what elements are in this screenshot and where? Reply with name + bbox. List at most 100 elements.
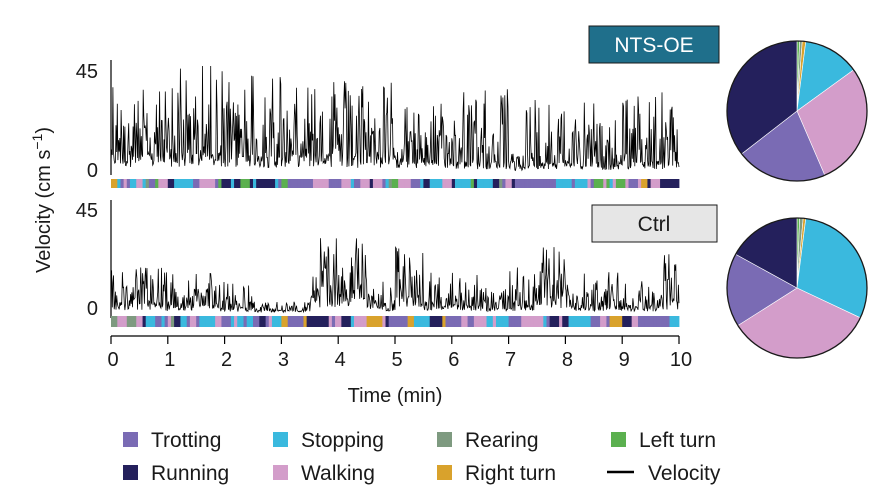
top-ethogram-segment [183, 179, 188, 188]
x-tick-label: 4 [335, 349, 346, 371]
top-ethogram-segment [142, 179, 147, 188]
top-ethogram-segment [353, 179, 358, 188]
top-ethogram-segment [483, 179, 487, 188]
bottom-ethogram-segment [656, 316, 661, 327]
bottom-ethogram-segment [142, 316, 147, 327]
bottom-ethogram-segment [461, 316, 465, 327]
top-group-label-box [588, 25, 720, 64]
top-ethogram-segment [524, 179, 528, 188]
top-pie-chart [726, 40, 868, 182]
bottom-ethogram-segment [432, 316, 437, 327]
bottom-ethogram-segment [637, 316, 642, 327]
top-ethogram-segment [275, 179, 279, 188]
bottom-ethogram-segment [660, 316, 664, 327]
bottom-ethogram-segment [527, 316, 532, 327]
bottom-ethogram-segment [256, 316, 260, 327]
top-ethogram-segment [152, 179, 156, 188]
top-ethogram-segment [559, 179, 563, 188]
x-tick-label: 9 [619, 349, 630, 371]
top-ethogram-segment [549, 179, 554, 188]
bottom-ethogram-segment [199, 316, 203, 327]
top-ethogram-segment [540, 179, 544, 188]
top-ethogram-segment [401, 179, 405, 188]
top-ethogram-segment [196, 179, 200, 188]
bottom-ethogram-segment [622, 316, 626, 327]
top-ethogram-segment [628, 179, 633, 188]
bottom-ethogram-segment [492, 316, 497, 327]
bottom-ethogram-segment [464, 316, 468, 327]
top-ethogram-segment [492, 179, 497, 188]
top-ethogram-segment [477, 179, 481, 188]
top-ethogram-segment [502, 179, 506, 188]
top-ethogram-segment [133, 179, 137, 188]
top-ethogram-segment [234, 179, 238, 188]
bottom-ethogram-segment [117, 316, 121, 327]
bottom-ethogram-segment [537, 316, 541, 327]
bottom-ethogram-segment [155, 316, 159, 327]
bottom-ethogram-segment [234, 316, 238, 327]
legend-label-left-turn: Left turn [639, 429, 716, 452]
x-tick-label: 6 [448, 349, 459, 371]
bottom-ethogram-segment [533, 316, 538, 327]
top-ethogram-segment [514, 179, 519, 188]
bottom-ethogram-segment [281, 316, 285, 327]
top-ethogram-segment [363, 179, 367, 188]
bottom-ethogram-segment [180, 316, 184, 327]
top-ethogram-segment [170, 179, 175, 188]
top-behavior-ethogram [111, 179, 680, 188]
bottom-ethogram-segment [319, 316, 323, 327]
legend-swatch-right-turn [437, 465, 452, 480]
bottom-ethogram-segment [145, 316, 150, 327]
bottom-ethogram-segment [521, 316, 525, 327]
legend-swatch-walking [273, 465, 288, 480]
top-ethogram-segment [603, 179, 607, 188]
bottom-behavior-ethogram [111, 316, 680, 327]
bottom-ethogram-segment [170, 316, 175, 327]
top-ethogram-segment [622, 179, 626, 188]
bottom-ethogram-segment [111, 316, 115, 327]
top-ethogram-segment [186, 179, 191, 188]
x-tick-label: 10 [670, 349, 692, 371]
top-ethogram-segment [395, 179, 399, 188]
bottom-ethogram-segment [593, 316, 598, 327]
bottom-ethogram-segment [265, 316, 270, 327]
top-ethogram-segment [413, 179, 418, 188]
bottom-ethogram-segment [164, 316, 169, 327]
bottom-ethogram-segment [148, 316, 153, 327]
bottom-ethogram-segment [335, 316, 339, 327]
bottom-ethogram-segment [240, 316, 244, 327]
top-ethogram-segment [360, 179, 364, 188]
bottom-ethogram-segment [382, 316, 386, 327]
top-ethogram-segment [129, 179, 134, 188]
bottom-ethogram-segment [328, 316, 333, 327]
top-ethogram-segment [344, 179, 349, 188]
top-ethogram-segment [644, 179, 648, 188]
top-ethogram-segment [357, 179, 361, 188]
top-ethogram-segment [325, 179, 330, 188]
bottom-ethogram-segment [448, 316, 453, 327]
bottom-ethogram-segment [186, 316, 191, 327]
bottom-ethogram-segment [445, 316, 450, 327]
bottom-ethogram-segment [221, 316, 225, 327]
bottom-ethogram-segment [530, 316, 535, 327]
bottom-ethogram-segment [669, 316, 674, 327]
top-ethogram-segment [123, 179, 128, 188]
top-ethogram-segment [256, 179, 260, 188]
top-ethogram-segment [297, 179, 301, 188]
top-ethogram-segment [174, 179, 178, 188]
bottom-y-tick-45: 45 [76, 200, 98, 222]
x-tick-label: 5 [391, 349, 402, 371]
bottom-ethogram-segment [196, 316, 200, 327]
bottom-ethogram-segment [470, 316, 475, 327]
top-ethogram-segment [436, 179, 440, 188]
bottom-ethogram-segment [641, 316, 645, 327]
top-ethogram-segment [262, 179, 267, 188]
x-tick-label: 0 [107, 349, 118, 371]
bottom-ethogram-segment [366, 316, 371, 327]
bottom-ethogram-segment [518, 316, 522, 327]
bottom-ethogram-segment [524, 316, 528, 327]
top-y-tick-0: 0 [87, 160, 98, 182]
bottom-ethogram-segment [249, 316, 254, 327]
bottom-ethogram-segment [133, 316, 137, 327]
bottom-ethogram-segment [126, 316, 131, 327]
